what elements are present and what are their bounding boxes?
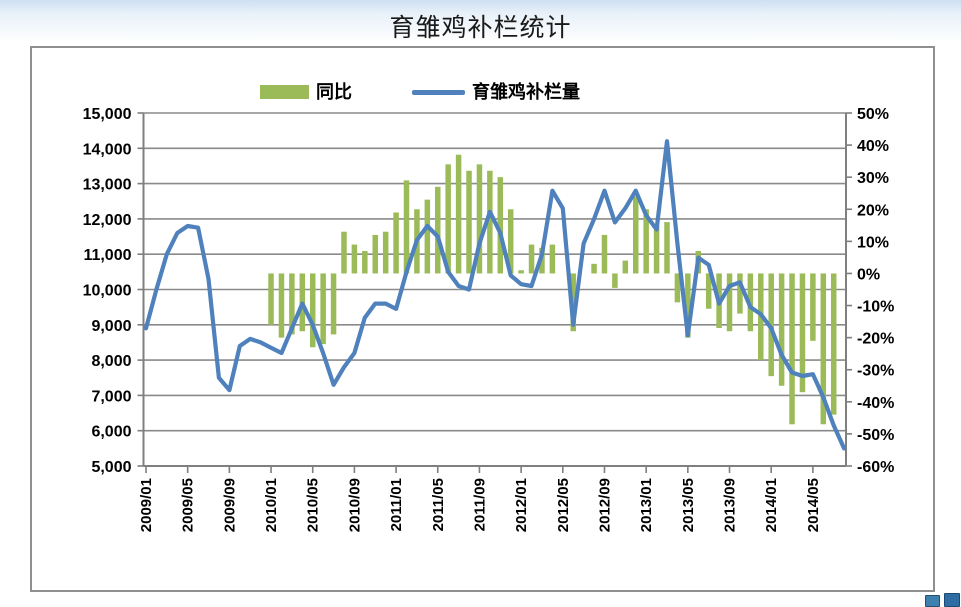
right-axis-label: 50% xyxy=(857,106,889,123)
x-axis-label: 2013/01 xyxy=(638,478,655,532)
page-top-gradient xyxy=(0,0,961,42)
left-axis-label: 15,000 xyxy=(83,106,132,123)
yoy-bar xyxy=(455,154,462,274)
yoy-bar xyxy=(382,231,389,274)
yoy-bar xyxy=(507,209,514,274)
legend-item-line: 育雏鸡补栏量 xyxy=(412,80,580,104)
yoy-bar xyxy=(737,273,743,314)
yoy-bar xyxy=(810,273,816,341)
x-axis-label: 2013/09 xyxy=(722,478,739,532)
yoy-bar xyxy=(653,225,660,274)
yoy-bar xyxy=(320,273,326,345)
yoy-bar xyxy=(549,244,556,274)
yoy-bar xyxy=(341,231,347,274)
yoy-bar xyxy=(435,186,441,274)
yoy-bar xyxy=(330,273,337,335)
yoy-bar xyxy=(497,177,504,274)
x-axis-label: 2011/09 xyxy=(471,478,488,531)
x-axis-label: 2009/09 xyxy=(221,478,238,532)
yoy-bar xyxy=(778,273,785,386)
chart-legend: 同比 育雏鸡补栏量 xyxy=(260,80,580,104)
yoy-bar xyxy=(362,250,368,274)
yoy-bar xyxy=(591,263,597,274)
yoy-bar xyxy=(643,209,649,274)
yoy-bar xyxy=(726,273,733,332)
left-axis-label: 14,000 xyxy=(83,141,132,158)
x-axis-label: 2012/05 xyxy=(555,478,572,532)
yoy-bar xyxy=(612,273,618,288)
document-icon-fragment xyxy=(944,593,960,607)
x-axis-label: 2011/01 xyxy=(388,478,405,531)
yoy-bar xyxy=(622,260,629,274)
yoy-bar xyxy=(268,273,274,325)
legend-label-yoy: 同比 xyxy=(316,82,352,102)
right-axis-label: 0% xyxy=(857,266,880,283)
left-axis-label: 7,000 xyxy=(91,388,131,405)
yoy-bar xyxy=(820,273,827,425)
yoy-bar xyxy=(351,244,358,274)
yoy-bar xyxy=(278,273,285,338)
right-axis-label: 30% xyxy=(857,170,889,187)
left-axis-label: 13,000 xyxy=(83,177,132,194)
yoy-bar xyxy=(528,244,535,274)
x-axis-label: 2012/01 xyxy=(513,478,530,532)
yoy-bar xyxy=(518,270,524,274)
chart-title: 育雏鸡补栏统计 xyxy=(389,15,572,42)
left-axis-label: 5,000 xyxy=(91,459,131,476)
right-axis-label: 10% xyxy=(857,234,889,251)
yoy-bar xyxy=(476,164,483,274)
yoy-bar xyxy=(424,199,431,274)
yoy-bar xyxy=(466,170,472,274)
yoy-bar-swatch xyxy=(260,85,309,99)
left-axis-label: 8,000 xyxy=(91,353,131,370)
yoy-bar xyxy=(309,273,316,348)
x-axis-label: 2010/09 xyxy=(346,478,363,532)
yoy-bar xyxy=(393,212,399,274)
yoy-bar xyxy=(789,273,795,425)
yoy-bar xyxy=(403,180,410,274)
x-axis-label: 2013/05 xyxy=(680,478,697,532)
left-axis-label: 12,000 xyxy=(83,212,132,229)
yoy-bar xyxy=(601,234,608,274)
yoy-bar xyxy=(664,222,670,274)
x-axis-label: 2009/05 xyxy=(180,478,197,532)
line-series-swatch xyxy=(412,89,465,95)
window-icon-fragment xyxy=(925,595,940,607)
yoy-bar xyxy=(632,196,639,274)
yoy-bar xyxy=(487,170,493,274)
yoy-bar xyxy=(445,164,451,274)
right-axis-label: -40% xyxy=(857,395,894,412)
x-axis-label: 2010/01 xyxy=(263,478,280,532)
right-axis-label: -50% xyxy=(857,427,894,444)
right-axis-label: 20% xyxy=(857,202,889,219)
right-axis-label: -60% xyxy=(857,459,894,476)
right-axis-label: -20% xyxy=(857,331,894,348)
left-axis-label: 11,000 xyxy=(83,247,131,264)
yoy-bar xyxy=(799,273,806,393)
x-axis-label: 2012/09 xyxy=(596,478,613,532)
x-axis-label: 2009/01 xyxy=(138,478,155,532)
yoy-bar xyxy=(372,234,378,274)
x-axis-label: 2014/05 xyxy=(805,478,822,532)
legend-label-line: 育雏鸡补栏量 xyxy=(472,82,580,102)
left-axis-label: 9,000 xyxy=(91,318,131,335)
yoy-bar xyxy=(685,273,691,338)
legend-item-yoy: 同比 xyxy=(260,80,352,104)
right-axis-label: -30% xyxy=(857,363,894,380)
left-axis-label: 10,000 xyxy=(83,283,132,300)
yoy-bar xyxy=(674,273,681,303)
x-axis-label: 2011/05 xyxy=(430,478,447,531)
right-axis-label: 40% xyxy=(857,138,889,155)
left-axis-label: 6,000 xyxy=(91,424,131,441)
right-axis-label: -10% xyxy=(857,299,894,316)
line-series-path xyxy=(143,139,847,451)
yoy-bar xyxy=(289,273,295,335)
x-axis-label: 2014/01 xyxy=(763,478,780,532)
x-axis-label: 2010/05 xyxy=(305,478,322,532)
yoy-bar xyxy=(830,273,837,415)
yoy-bar xyxy=(705,273,712,309)
